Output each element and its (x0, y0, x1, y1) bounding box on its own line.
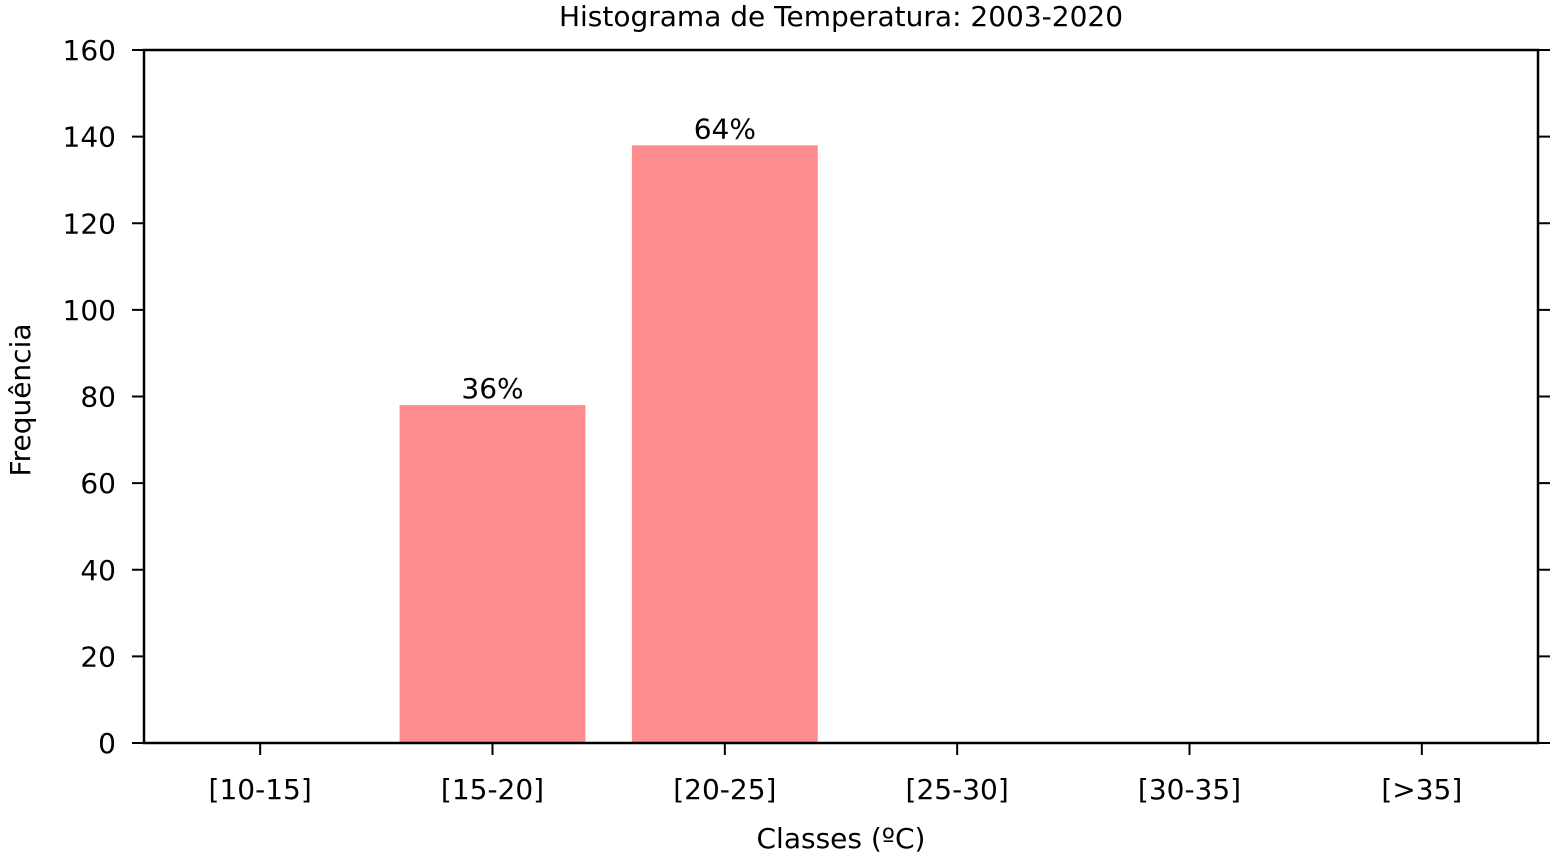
x-axis-label: Classes (ºC) (757, 822, 926, 855)
x-tick-label-0: [10-15] (209, 773, 312, 806)
x-tick-label-1: [15-20] (441, 773, 544, 806)
x-ticks-group: [10-15] [15-20] [20-25] [25-30] [30-35] [>35] (209, 743, 1462, 806)
y-tick-label-2: 40 (80, 554, 116, 587)
x-tick-label-3: [25-30] (906, 773, 1009, 806)
y-tick-label-1: 20 (80, 640, 116, 673)
y-ticks-group: 0 20 40 60 80 100 120 140 160 (63, 34, 1550, 760)
bar-2 (631, 145, 818, 744)
plot-frame (142, 48, 1540, 745)
x-tick-label-5: [>35] (1381, 773, 1462, 806)
y-tick-label-6: 120 (63, 207, 116, 240)
y-tick-label-0: 0 (98, 727, 116, 760)
bars-group (399, 145, 818, 744)
y-tick-label-5: 100 (63, 294, 116, 327)
bar-value-label-1: 36% (461, 372, 523, 405)
x-tick-label-2: [20-25] (673, 773, 776, 806)
bar-1 (399, 405, 586, 743)
y-tick-label-3: 60 (80, 467, 116, 500)
x-tick-label-4: [30-35] (1138, 773, 1241, 806)
y-tick-label-7: 140 (63, 121, 116, 154)
chart-title: Histograma de Temperatura: 2003-2020 (559, 0, 1123, 33)
bar-labels-group: 36% 64% (461, 112, 756, 405)
y-tick-label-4: 80 (80, 381, 116, 414)
y-axis-label: Frequência (4, 323, 37, 476)
bar-value-label-2: 64% (694, 112, 756, 145)
y-tick-label-8: 160 (63, 34, 116, 67)
